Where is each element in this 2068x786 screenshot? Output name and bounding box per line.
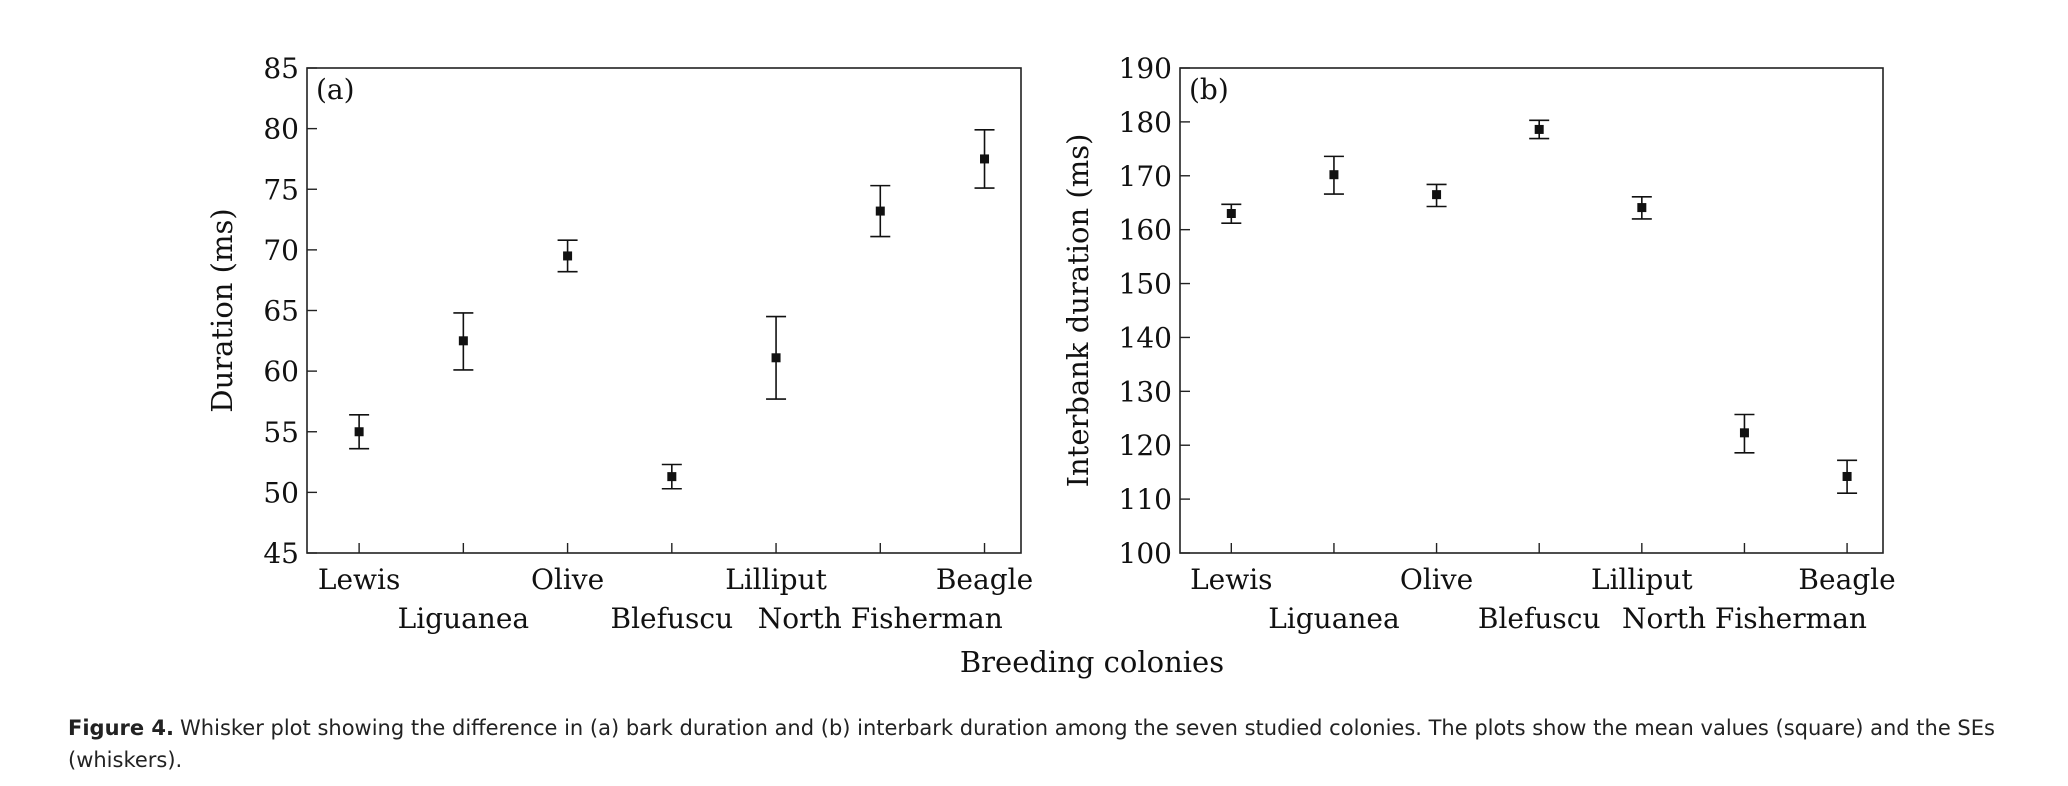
mean-marker — [1842, 471, 1852, 481]
mean-marker — [667, 472, 677, 482]
x-tick-label: Liguanea — [398, 602, 530, 635]
mean-marker — [563, 251, 573, 261]
x-tick-label: Blefuscu — [611, 602, 734, 635]
mean-marker — [354, 427, 364, 437]
y-tick-label: 55 — [263, 416, 299, 449]
y-tick-label: 100 — [1119, 537, 1172, 570]
x-tick-label: North Fisherman — [1622, 602, 1867, 635]
plot-frame — [1179, 67, 1884, 554]
x-tick-label: Liguanea — [1268, 602, 1400, 635]
mean-marker — [1226, 209, 1236, 218]
mean-marker — [980, 154, 990, 164]
mean-marker — [1534, 124, 1544, 134]
x-tick-label: North Fisherman — [758, 602, 1003, 635]
y-axis-label: Duration (ms) — [205, 208, 239, 412]
y-tick-label: 75 — [263, 173, 299, 206]
y-tick-label: 80 — [263, 113, 299, 146]
y-tick-label: 45 — [263, 537, 299, 570]
y-tick-label: 60 — [263, 355, 299, 388]
x-tick-label: Olive — [1400, 563, 1473, 596]
y-axis-label: Interbank duration (ms) — [1061, 134, 1095, 488]
mean-marker — [875, 206, 885, 216]
y-tick-label: 50 — [263, 476, 299, 509]
y-tick-label: 120 — [1119, 429, 1172, 462]
mean-marker — [1329, 170, 1339, 180]
caption-text: Whisker plot showing the difference in (… — [68, 716, 1995, 772]
panel-a: 45 50 55 60 65 70 75 80 85 Duration (ms) (a) Lewis L… — [205, 52, 1033, 635]
figure: 45 50 55 60 65 70 75 80 85 Duration (ms) (a) Lewis L… — [205, 52, 1896, 679]
x-tick-label: Lilliput — [725, 563, 827, 596]
y-tick-label: 65 — [263, 295, 299, 328]
x-tick-label: Lilliput — [1591, 563, 1693, 596]
y-tick-label: 130 — [1119, 375, 1172, 408]
shared-x-axis-label: Breeding colonies — [960, 645, 1224, 679]
panel-label: (b) — [1189, 73, 1229, 106]
mean-marker — [458, 336, 468, 346]
figure-caption: Figure 4. Whisker plot showing the differ… — [68, 712, 2028, 776]
plot-frame — [306, 67, 1022, 554]
mean-marker — [1432, 190, 1442, 200]
mean-marker — [771, 353, 781, 363]
y-tick-label: 70 — [263, 234, 299, 267]
y-tick-label: 160 — [1119, 214, 1172, 247]
panel-b: 100 110 120 130 140 150 160 170 180 190 Interbank … — [1061, 52, 1896, 635]
x-tick-label: Beagle — [1798, 563, 1895, 596]
mean-marker — [1637, 203, 1647, 213]
caption-label: Figure 4. — [68, 716, 175, 740]
y-tick-label: 140 — [1119, 321, 1172, 354]
y-tick-label: 85 — [263, 52, 299, 85]
y-tick-label: 180 — [1119, 106, 1172, 139]
x-tick-label: Beagle — [936, 563, 1033, 596]
x-tick-label: Blefuscu — [1478, 602, 1601, 635]
mean-marker — [1739, 428, 1749, 438]
x-tick-label: Lewis — [318, 563, 400, 596]
x-tick-label: Lewis — [1190, 563, 1272, 596]
y-tick-label: 150 — [1119, 268, 1172, 301]
y-tick-label: 110 — [1119, 483, 1172, 516]
y-tick-label: 190 — [1119, 52, 1172, 85]
y-tick-label: 170 — [1119, 160, 1172, 193]
x-tick-label: Olive — [531, 563, 604, 596]
panel-label: (a) — [316, 73, 355, 106]
